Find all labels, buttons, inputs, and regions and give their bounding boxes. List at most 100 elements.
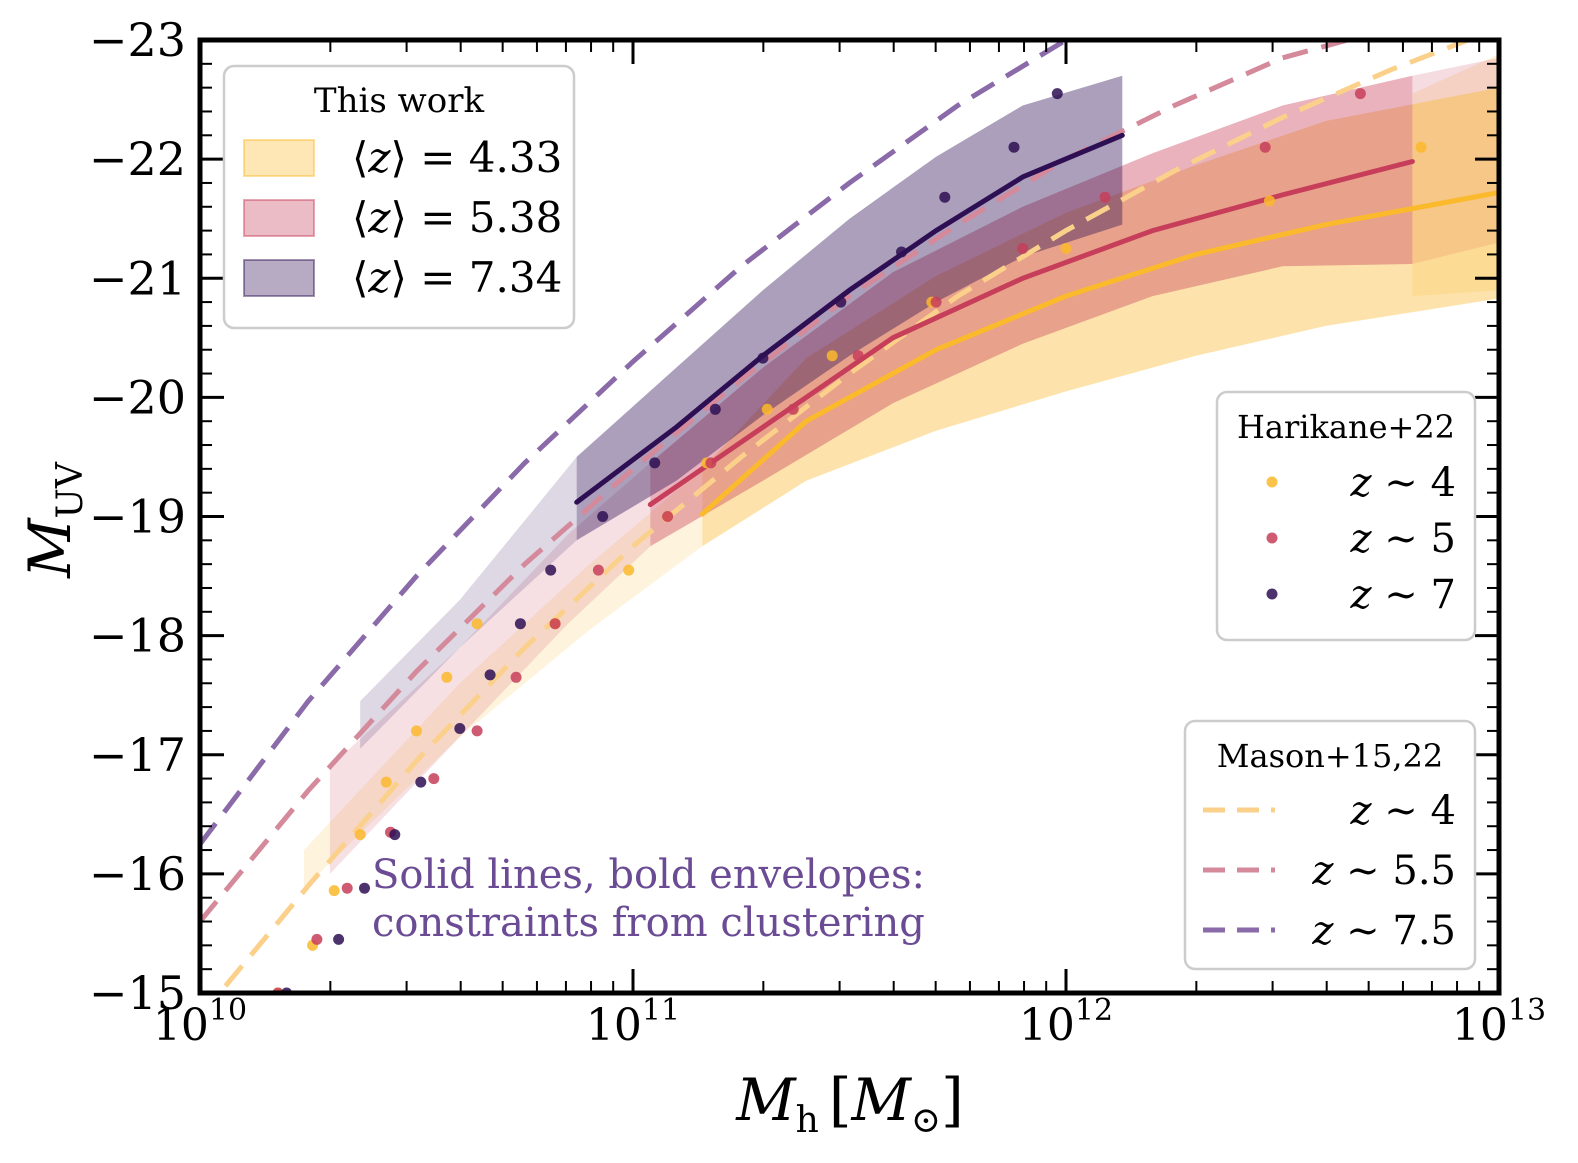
legend-label-z5: ⟨z⟩ = 5.38 <box>352 193 562 242</box>
legend-harikane: Harikane+22 z ∼ 4 z ∼ 5 z ∼ 7 <box>1215 390 1477 642</box>
legend-mason-label-z7: z ∼ 7.5 <box>1311 908 1456 954</box>
point-z7 <box>333 933 345 945</box>
legend-harikane-label-z4: z ∼ 4 <box>1350 460 1456 506</box>
x-axis-label: Mh [M⊙] <box>735 1066 963 1141</box>
legend-swatch-z7 <box>243 259 315 297</box>
mason-line-z7 <box>200 40 1072 846</box>
x-tick-labels: 1010 1011 1012 1013 <box>153 993 1546 1051</box>
legend-swatch-z4 <box>243 139 315 177</box>
legend-mason: Mason+15,22 z ∼ 4 z ∼ 5.5 z ∼ 7.5 <box>1183 719 1477 971</box>
legend-mason-title: Mason+15,22 <box>1217 737 1444 775</box>
y-tick-label: −17 <box>89 728 186 782</box>
point-z5 <box>549 618 561 630</box>
y-tick-label: −15 <box>89 966 186 1020</box>
point-z7 <box>1008 141 1020 153</box>
y-tick-label: −20 <box>89 370 186 424</box>
point-z5 <box>1017 243 1029 254</box>
point-z4 <box>623 564 635 576</box>
x-axis-label-main: M <box>735 1066 797 1134</box>
legend-harikane-label-z7: z ∼ 7 <box>1350 572 1456 618</box>
point-z7 <box>896 246 907 258</box>
point-z7 <box>757 352 769 364</box>
point-z5 <box>428 773 440 785</box>
y-tick-label: −22 <box>89 132 186 186</box>
legend-label-z7: ⟨z⟩ = 7.34 <box>352 253 562 302</box>
y-axis-label-sub: UV <box>50 461 91 518</box>
legend-marker-z4 <box>1266 476 1278 488</box>
point-z5 <box>1099 191 1111 203</box>
legend-mason-label-z4: z ∼ 4 <box>1350 788 1456 834</box>
point-z4 <box>441 671 453 683</box>
band-bold-z7 <box>576 75 1123 541</box>
point-z4 <box>328 885 340 897</box>
point-z4 <box>1264 195 1275 207</box>
annotation-line-1: Solid lines, bold envelopes: <box>372 852 925 898</box>
point-z4 <box>411 725 422 737</box>
mason-line-z5 <box>200 40 1357 924</box>
point-z7 <box>484 669 496 681</box>
legend-harikane-label-z5: z ∼ 5 <box>1350 516 1456 562</box>
point-z5 <box>662 511 674 522</box>
legend-this-work-box <box>222 64 576 330</box>
point-z4 <box>826 350 838 362</box>
point-z7 <box>835 296 847 308</box>
point-z7 <box>389 829 401 841</box>
point-z5 <box>471 725 483 737</box>
solid-line-z4 <box>699 190 1499 517</box>
point-z5 <box>787 403 799 415</box>
x-tick-label: 1013 <box>1452 993 1546 1051</box>
point-z7 <box>709 403 721 415</box>
point-z7 <box>939 191 951 203</box>
point-z7 <box>415 776 427 788</box>
x-tick-label: 1010 <box>153 993 247 1051</box>
point-z7 <box>597 511 609 522</box>
point-z5 <box>311 933 323 945</box>
point-z5 <box>510 671 522 683</box>
solid-line-z5 <box>647 159 1415 508</box>
point-z7 <box>1051 88 1063 100</box>
this-work-solid-lines <box>574 132 1499 517</box>
solid-line-z7 <box>574 132 1125 505</box>
point-z4 <box>1060 243 1072 254</box>
y-tick-label: −21 <box>89 251 186 305</box>
legend-marker-z7 <box>1266 588 1278 600</box>
point-z7 <box>454 723 466 734</box>
point-z5 <box>930 296 942 308</box>
point-z7 <box>359 882 370 894</box>
mason-dashed-lines <box>200 40 1476 993</box>
point-z4 <box>1415 141 1427 153</box>
harikane-points <box>272 88 1427 993</box>
band-bold-z4 <box>702 87 1499 547</box>
legend-harikane-box <box>1215 390 1477 642</box>
legend-this-work: This work ⟨z⟩ = 4.33 ⟨z⟩ = 5.38 ⟨z⟩ = 7.34 <box>222 64 576 330</box>
point-z7 <box>545 564 557 576</box>
point-z4 <box>471 618 483 630</box>
x-tick-label: 1011 <box>586 993 680 1051</box>
x-tick-label: 1012 <box>1019 993 1113 1051</box>
y-tick-label: −16 <box>89 847 186 901</box>
legend-harikane-title: Harikane+22 <box>1237 408 1455 446</box>
point-z5 <box>341 882 353 894</box>
point-z4 <box>354 829 366 841</box>
y-axis-label: MUV <box>16 461 91 579</box>
annotation-line-2: constraints from clustering <box>372 900 925 946</box>
legend-marker-z5 <box>1266 532 1278 544</box>
point-z7 <box>649 457 661 469</box>
legend-mason-label-z5: z ∼ 5.5 <box>1311 848 1456 894</box>
y-axis-label-main: M <box>16 517 84 579</box>
mason-line-z4 <box>216 40 1476 993</box>
legend-mason-box <box>1183 719 1477 971</box>
axis-ticks <box>198 38 1501 995</box>
point-z5 <box>852 350 864 362</box>
annotation: Solid lines, bold envelopes: constraints… <box>372 852 938 946</box>
y-tick-labels: −15 −16 −17 −18 −19 −20 −21 −22 −23 <box>89 13 186 1020</box>
x-axis-unit-sub: ⊙ <box>911 1100 941 1141</box>
y-tick-label: −19 <box>89 490 186 544</box>
legend-label-z4: ⟨z⟩ = 4.33 <box>352 133 562 182</box>
point-z5 <box>592 564 604 576</box>
band-wide-z5 <box>1412 57 1499 265</box>
x-axis-unit-main: M <box>851 1066 913 1134</box>
point-z5 <box>705 457 717 469</box>
legend-this-work-title: This work <box>314 81 485 121</box>
